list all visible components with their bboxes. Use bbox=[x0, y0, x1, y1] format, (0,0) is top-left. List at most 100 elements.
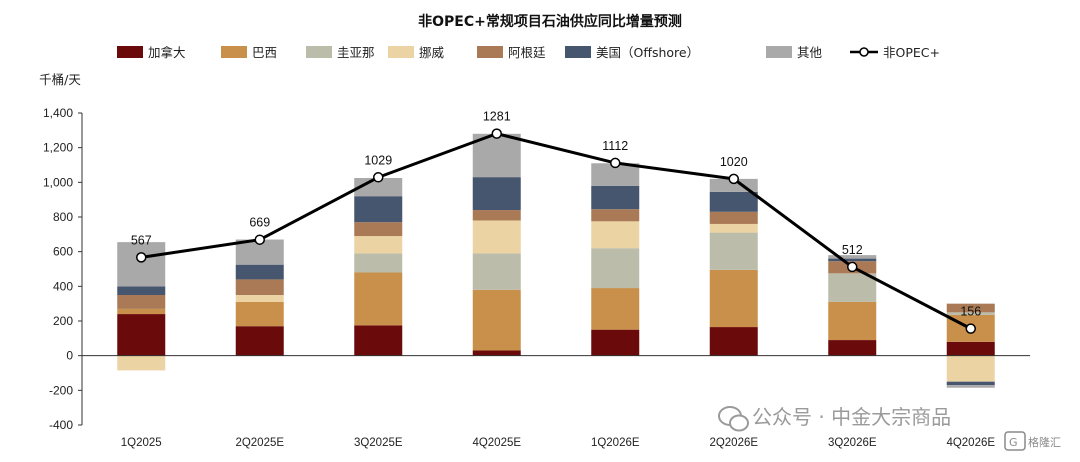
legend-swatch bbox=[565, 46, 591, 58]
legend: 加拿大 巴西 圭亚那 挪威 阿根廷 美国（Offshore） 其他 非OPEC+ bbox=[117, 45, 940, 60]
bar-segment bbox=[591, 288, 640, 330]
line-path bbox=[141, 132, 972, 330]
line-series: 567 669 1029 1281 1112 1020 512 156 bbox=[131, 110, 981, 334]
bar-segment bbox=[591, 163, 640, 186]
bar-segment bbox=[828, 273, 877, 302]
x-tick-label: 1Q2026E bbox=[591, 437, 640, 449]
bar-segment bbox=[472, 350, 521, 356]
bar-segment bbox=[354, 222, 403, 237]
watermark-text: 公众号 · 中金大宗商品 bbox=[752, 405, 951, 429]
line-point bbox=[254, 234, 265, 245]
bars bbox=[117, 133, 995, 388]
legend-swatch bbox=[388, 46, 414, 58]
bar-segment bbox=[828, 258, 877, 262]
bar-segment bbox=[117, 314, 166, 356]
x-tick-label: 4Q2025E bbox=[472, 437, 521, 449]
bar-segment bbox=[117, 242, 166, 287]
line-point bbox=[491, 128, 502, 139]
line-point bbox=[610, 157, 621, 169]
bar-segment bbox=[354, 325, 403, 356]
legend-label: 非OPEC+ bbox=[883, 45, 940, 60]
bar-segment bbox=[828, 340, 877, 356]
bar-segment bbox=[709, 269, 758, 328]
line-point bbox=[373, 172, 384, 183]
bar-segment bbox=[117, 286, 166, 295]
data-label: 512 bbox=[842, 243, 863, 257]
line-point bbox=[728, 173, 739, 185]
x-tick-label: 3Q2025E bbox=[354, 437, 403, 449]
bar-segment bbox=[472, 177, 521, 211]
bar-segment bbox=[709, 232, 758, 270]
bar-segment bbox=[354, 196, 403, 223]
bar-segment bbox=[117, 355, 166, 371]
wechat-icon bbox=[718, 406, 749, 432]
bar-segment bbox=[235, 279, 284, 295]
bar-segment bbox=[472, 220, 521, 254]
legend-swatch bbox=[221, 46, 247, 58]
bar-segment bbox=[235, 295, 284, 302]
legend-label: 阿根廷 bbox=[508, 45, 546, 60]
x-tick-label: 1Q2025 bbox=[121, 437, 162, 449]
bar-segment bbox=[946, 312, 995, 315]
bar-segment bbox=[591, 248, 640, 289]
bar-segment bbox=[946, 341, 995, 356]
line-point bbox=[136, 252, 147, 263]
line-point bbox=[847, 261, 858, 273]
data-label: 1029 bbox=[364, 153, 392, 167]
y-tick-label: -400 bbox=[49, 418, 73, 432]
chart-title: 非OPEC+常规项目石油供应同比增量预测 bbox=[418, 13, 682, 30]
x-tick-label: 2Q2026E bbox=[709, 437, 758, 449]
data-label: 1112 bbox=[602, 139, 628, 153]
bar-segment bbox=[591, 185, 640, 210]
legend-swatch bbox=[766, 46, 792, 58]
data-label: 567 bbox=[131, 233, 152, 247]
bar-segment bbox=[591, 329, 640, 356]
bar-segment bbox=[946, 303, 995, 313]
bar-segment bbox=[946, 385, 995, 388]
y-tick-label: 1,000 bbox=[43, 175, 73, 189]
x-tick-label: 2Q2025E bbox=[235, 437, 284, 449]
y-tick-label: 1,200 bbox=[43, 141, 73, 155]
bar-segment bbox=[117, 295, 166, 309]
bar-segment bbox=[354, 272, 403, 326]
bar-segment bbox=[591, 209, 640, 222]
legend-label: 挪威 bbox=[419, 45, 445, 60]
bar-segment bbox=[709, 211, 758, 224]
legend-swatch bbox=[306, 46, 332, 58]
bar-segment bbox=[828, 301, 877, 341]
bar-segment bbox=[946, 381, 995, 386]
bar-segment bbox=[235, 264, 284, 280]
bar-segment bbox=[235, 326, 284, 356]
bar-segment bbox=[117, 308, 166, 315]
bar-segment bbox=[828, 255, 877, 259]
y-tick-label: 800 bbox=[53, 210, 73, 224]
y-axis-label: 千桶/天 bbox=[39, 72, 81, 87]
watermark-badge: G 格隆汇 bbox=[1004, 431, 1061, 451]
bar-segment bbox=[472, 253, 521, 290]
bar-segment bbox=[591, 221, 640, 249]
bar-segment bbox=[354, 236, 403, 254]
y-tick-label: 1,400 bbox=[43, 106, 73, 120]
legend-label: 美国（Offshore） bbox=[596, 45, 699, 60]
line-point bbox=[965, 323, 976, 334]
watermark: 公众号 · 中金大宗商品 G 格隆汇 bbox=[718, 405, 1061, 451]
legend-label: 其他 bbox=[797, 45, 823, 60]
bar-segment bbox=[709, 327, 758, 356]
axes: -400 -200 0 200 400 600 800 1,000 1,200 1,400 1Q20… bbox=[43, 106, 1030, 449]
data-label: 156 bbox=[960, 305, 981, 319]
y-tick-label: 200 bbox=[53, 314, 73, 328]
legend-label: 巴西 bbox=[252, 45, 277, 60]
bar-segment bbox=[946, 355, 995, 382]
bar-segment bbox=[354, 253, 403, 273]
y-tick-label: 600 bbox=[53, 245, 73, 259]
watermark-badge-text: 格隆汇 bbox=[1028, 435, 1061, 449]
bar-segment bbox=[235, 301, 284, 327]
legend-label: 圭亚那 bbox=[337, 45, 375, 60]
bar-segment bbox=[709, 223, 758, 233]
x-tick-label: 3Q2026E bbox=[828, 437, 877, 449]
y-tick-label: 0 bbox=[66, 349, 73, 363]
svg-text:G: G bbox=[1009, 436, 1018, 449]
bar-segment bbox=[709, 191, 758, 212]
data-label: 669 bbox=[249, 216, 270, 230]
